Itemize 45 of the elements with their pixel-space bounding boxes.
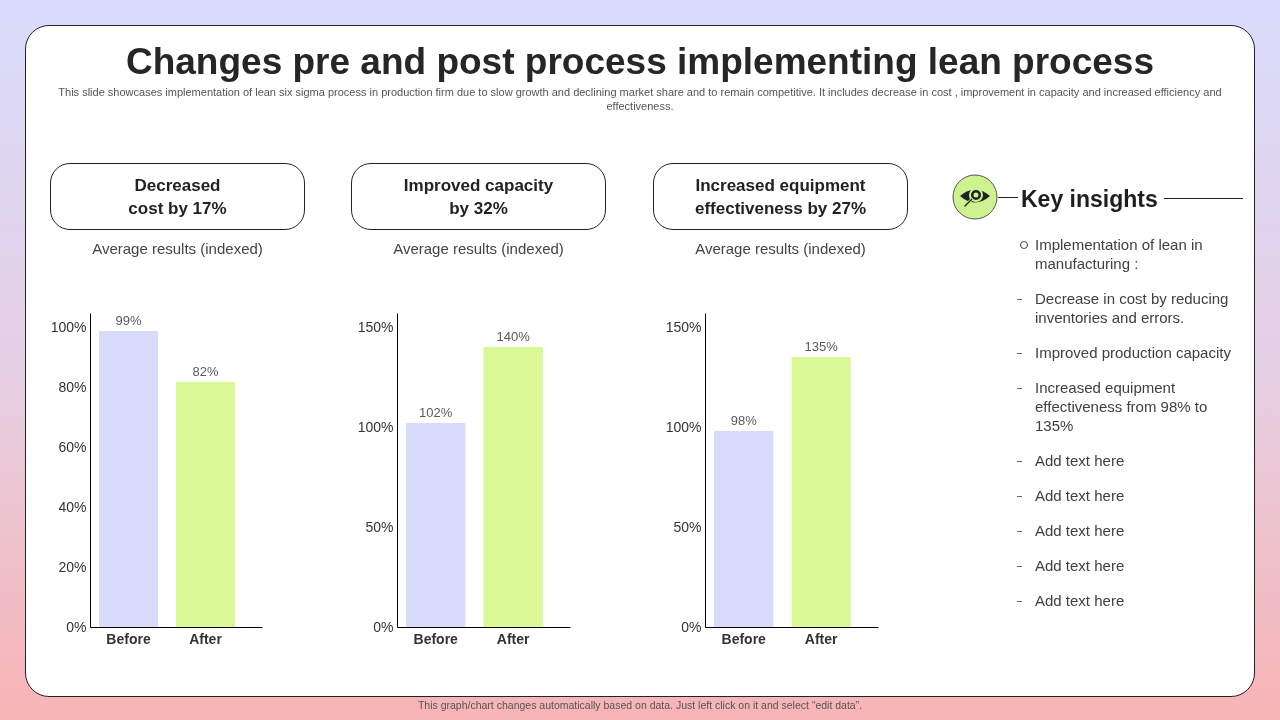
data-label: 98%	[730, 413, 758, 428]
chart-title: Increased equipment effectiveness by 27%	[693, 174, 867, 220]
chart-title: Decreased cost by 17%	[127, 174, 228, 220]
y-tick-label: 150%	[357, 318, 394, 335]
chart-title: Improved capacity by 32%	[402, 174, 555, 220]
y-tick-label: 60%	[58, 439, 87, 456]
data-label: 99%	[115, 312, 142, 328]
x-tick-label: After	[496, 630, 531, 647]
data-label: 102%	[419, 405, 453, 420]
data-label: 140%	[496, 329, 531, 344]
text: Add text here	[1035, 556, 1125, 574]
text: Add text here	[1035, 521, 1125, 539]
text: Key insights	[1021, 185, 1158, 213]
text: Add text here	[1035, 486, 1125, 504]
y-tick-label: 100%	[50, 319, 87, 336]
y-tick-label: 0%	[681, 618, 702, 635]
data-label: 135%	[804, 339, 839, 354]
y-tick-label: 100%	[665, 418, 702, 435]
chart-subtitle: Average results (indexed)	[393, 240, 564, 258]
data-label: 82%	[192, 363, 219, 379]
y-tick-label: 0%	[66, 618, 87, 635]
x-tick-label: After	[804, 630, 839, 647]
text: This graph/chart changes automatically based on data. Just left click on it and select “edit data”.	[417, 699, 863, 712]
y-tick-label: 50%	[673, 518, 702, 535]
x-tick-label: Before	[413, 630, 459, 647]
y-tick-label: 50%	[365, 518, 394, 535]
y-tick-label: 100%	[357, 418, 394, 435]
text: Add text here	[1035, 591, 1125, 609]
x-tick-label: Before	[721, 630, 767, 647]
x-tick-label: After	[189, 630, 223, 647]
text: Decrease in cost by reducing inventories and errors.	[1035, 289, 1229, 326]
y-tick-label: 80%	[58, 379, 87, 396]
text: Implementation of lean in manufacturing :	[1035, 235, 1203, 272]
y-tick-label: 40%	[58, 498, 87, 515]
chart-subtitle: Average results (indexed)	[92, 240, 263, 258]
x-tick-label: Before	[106, 630, 151, 647]
y-tick-label: 150%	[665, 318, 702, 335]
y-tick-label: 0%	[373, 618, 394, 635]
text: Add text here	[1035, 451, 1125, 469]
text: Changes pre and post process implementing lean process	[125, 41, 1155, 83]
text: Increased equipment effectiveness from 98% to 135%	[1035, 378, 1208, 434]
text: This slide showcases implementation of lean six sigma process in production firm due to slow growth and declining market share and to remain competitive. It includes decrease in cost , improvement in capacity and increased efficiency and effectiveness.	[57, 85, 1223, 113]
y-tick-label: 20%	[58, 558, 87, 575]
text: Improved production capacity	[1035, 343, 1231, 361]
chart-subtitle: Average results (indexed)	[695, 240, 866, 258]
